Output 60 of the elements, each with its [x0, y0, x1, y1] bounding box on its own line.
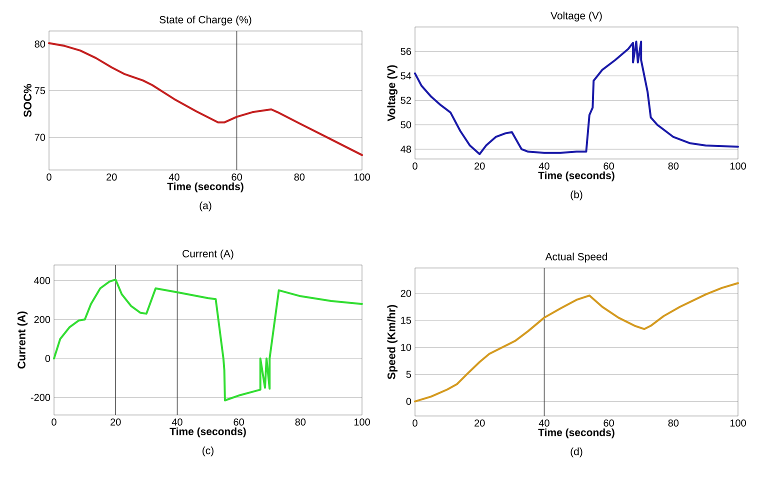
text: (d)	[570, 448, 582, 458]
x-axis-title: Time (seconds)	[170, 427, 246, 438]
y-tick-label: 200	[34, 316, 50, 324]
x-tick-label: 20	[110, 418, 121, 426]
text: (b)	[570, 190, 582, 200]
y-axis-title: SOC%	[24, 84, 32, 117]
line-series	[414, 282, 739, 402]
x-tick-label: 0	[412, 420, 418, 427]
y-tick-label: 0	[45, 354, 50, 362]
x-axis-title: Time (seconds)	[538, 171, 614, 182]
y-tick-label: 20	[400, 290, 412, 297]
y-tick-label: 70	[34, 134, 46, 141]
y-tick-label: 56	[400, 48, 412, 55]
x-tick-label: 40	[538, 162, 550, 170]
y-tick-label: 15	[401, 316, 412, 324]
x-tick-label: 60	[234, 418, 244, 426]
x-tick-label: 80	[295, 418, 306, 426]
y-tick-label: 10	[401, 344, 412, 351]
x-tick-label: 100	[354, 418, 370, 426]
x-tick-label: 100	[730, 420, 746, 427]
y-tick-label: -200	[30, 394, 50, 401]
x-tick-label: 60	[232, 174, 242, 181]
chart-title: Voltage (V)	[550, 12, 602, 22]
y-tick-label: 400	[34, 277, 50, 284]
y-tick-label: 75	[34, 87, 46, 94]
text: (c)	[202, 446, 214, 456]
y-tick-label: 5	[406, 370, 412, 378]
x-tick-label: 80	[668, 420, 679, 427]
line-series	[48, 42, 364, 156]
x-tick-label: 60	[604, 420, 614, 427]
y-tick-label: 54	[400, 72, 412, 80]
x-tick-label: 20	[474, 162, 485, 170]
y-tick-label: 52	[400, 96, 411, 104]
chart-title: Current (A)	[182, 250, 234, 260]
y-axis-title: Current (A)	[17, 312, 28, 369]
line-series	[53, 278, 363, 402]
x-tick-label: 40	[168, 174, 180, 181]
line-series	[414, 40, 739, 156]
y-tick-label: 0	[406, 398, 412, 405]
y-axis-title: Speed (Km/hr)	[387, 304, 398, 380]
x-tick-label: 40	[538, 420, 550, 427]
y-axis-title: Voltage (V)	[387, 65, 398, 122]
x-axis-title: Time (seconds)	[538, 428, 614, 438]
text: (a)	[200, 202, 212, 212]
y-tick-label: 48	[400, 146, 412, 153]
x-tick-label: 40	[172, 418, 182, 426]
chart-title: State of Charge (%)	[160, 16, 252, 26]
x-tick-label: 100	[730, 162, 746, 170]
x-tick-label: 100	[354, 174, 370, 181]
chart-title: Actual Speed	[545, 252, 608, 262]
y-tick-label: 80	[34, 40, 46, 48]
x-tick-label: 60	[604, 162, 614, 170]
x-tick-label: 0	[412, 162, 418, 170]
x-tick-label: 20	[106, 174, 117, 181]
x-axis-title: Time (seconds)	[167, 182, 244, 192]
x-tick-label: 0	[52, 418, 56, 426]
x-tick-label: 20	[474, 420, 485, 427]
y-tick-label: 50	[400, 121, 412, 128]
x-tick-label: 80	[668, 162, 679, 170]
x-tick-label: 80	[294, 174, 305, 181]
